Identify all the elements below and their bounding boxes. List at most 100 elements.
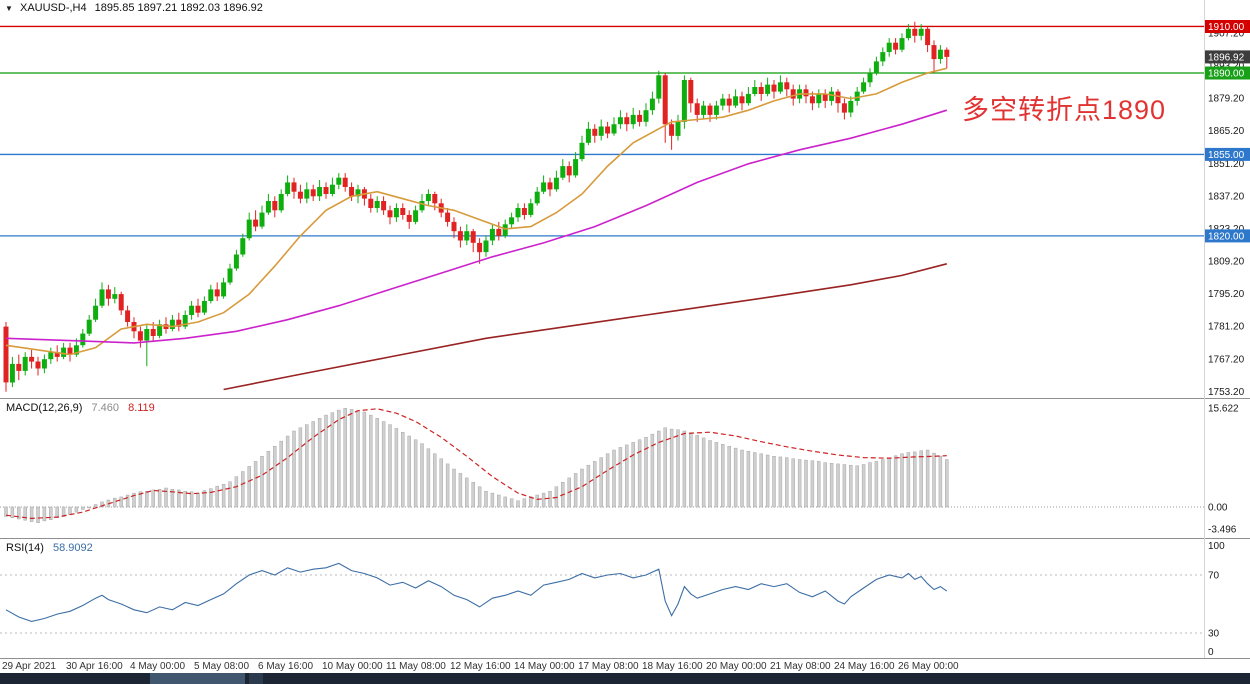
macd-histogram-bar [612,449,616,508]
candle-body [630,114,636,125]
macd-histogram-bar [234,476,239,508]
macd-histogram-bar [305,424,309,508]
candle-body [355,189,361,197]
price-axis[interactable]: 1907.201893.201879.201865.201851.201837.… [1205,20,1250,658]
macd-histogram-bar [925,449,930,508]
candle-body [669,124,675,136]
price-tag-1896.92 [1205,50,1250,64]
macd-histogram-bar [580,468,584,508]
macd-histogram-bar [650,433,655,508]
macd-histogram-bar [727,446,731,508]
chart-annotation-text[interactable]: 多空转折点1890 [962,95,1167,125]
macd-histogram-bar [81,506,85,510]
candle-body [758,87,764,94]
macd-histogram-bar [74,506,79,513]
macd-indicator-label: MACD(12,26,9) 7.460 8.119 [6,402,161,414]
candle-body [854,91,860,101]
candle-body [835,91,841,104]
macd-histogram-bar [298,427,303,508]
macd-histogram-bar [4,506,8,517]
macd-histogram-bar [900,453,904,508]
macd-histogram-bar [17,506,21,520]
candle-body [643,110,649,122]
macd-histogram-bar [586,465,591,508]
macd-histogram-bar [797,459,802,508]
price-axis-label: 1781.20 [1208,322,1245,333]
symbol-info-bar: ▼ XAUUSD-,H4 1895.85 1897.21 1892.03 189… [5,2,268,14]
macd-histogram-bar [388,424,392,508]
candle-body [713,105,719,115]
macd-histogram-bar [522,498,527,508]
candle-body [675,121,681,136]
macd-histogram-bar [458,473,463,508]
time-axis[interactable]: 29 Apr 2021 30 Apr 16:00 4 May 00:00 5 May … [2,661,959,672]
macd-histogram-bar [401,432,405,508]
macd-histogram-bar [644,437,648,508]
candle-body [233,254,239,269]
taskbar-tab-secondary[interactable] [249,673,263,684]
rsi-axis-label: 0 [1208,647,1214,658]
candle-body [848,100,854,113]
time-axis-label: 20 May 00:00 [706,661,767,672]
time-axis-label: 17 May 08:00 [578,661,639,672]
macd-panel [0,408,1204,524]
horizontal-lines[interactable] [0,25,1204,237]
candle-body [521,208,527,215]
candle-body [694,103,700,115]
symbol-dropdown-icon[interactable]: ▼ [5,4,13,13]
macd-histogram-bar [701,437,706,508]
panel-separators[interactable] [0,0,1250,659]
candle-body [611,124,617,134]
macd-histogram-bar [842,464,847,508]
candle-body [432,194,438,204]
macd-histogram-bar [369,414,373,508]
candle-body [553,177,559,190]
candle-body [477,242,483,253]
candle-body [515,208,521,218]
candle-body [707,105,713,115]
candle-body [880,52,886,62]
macd-histogram-bar [196,492,200,508]
candle-body [765,84,771,94]
price-axis-label: 1837.20 [1208,191,1245,202]
macd-histogram-bar [893,455,898,508]
candle-body [918,28,924,36]
macd-histogram-bar [759,453,763,508]
candle-body [310,189,316,197]
candle-body [61,347,67,357]
macd-histogram-bar [695,435,699,508]
taskbar-tab[interactable] [150,673,245,684]
macd-histogram-bar [714,442,719,508]
macd-histogram-bar [676,429,680,508]
macd-histogram-bar [753,452,757,508]
candle-body [624,117,630,125]
price-axis-label: 1795.20 [1208,289,1245,300]
candle-body [105,289,111,299]
macd-histogram-bar [849,465,853,508]
macd-histogram-bar [932,452,936,508]
macd-histogram-bar [343,408,347,508]
candle-body [67,347,73,355]
candle-body [912,28,918,36]
symbol-name: XAUUSD-,H4 [19,2,87,14]
macd-histogram-bar [509,498,514,508]
macd-histogram-bar [439,458,443,508]
macd-histogram-bar [253,461,258,508]
candle-body [701,105,707,115]
candle-body [118,294,124,311]
candle-body [617,117,623,125]
macd-histogram-bar [221,484,226,508]
macd-histogram-bar [906,452,911,508]
macd-histogram-bar [202,490,207,508]
candle-body [22,356,28,371]
macd-histogram-bar [913,451,917,508]
candle-body [745,93,751,104]
price-tag-1855.00 [1205,147,1250,161]
taskbar[interactable] [0,673,1250,684]
candle-body [598,126,604,136]
candle-body [771,84,777,92]
ma-mid-line [5,109,948,344]
candle-body [93,305,99,320]
